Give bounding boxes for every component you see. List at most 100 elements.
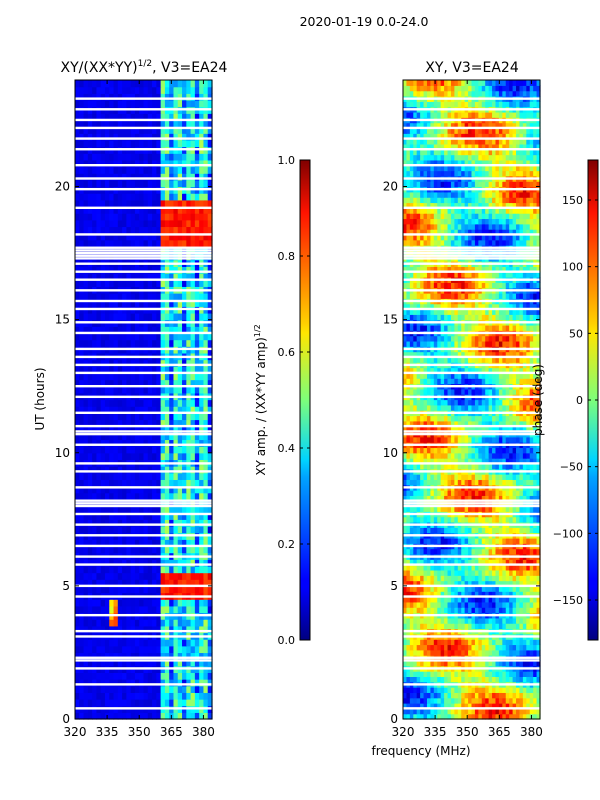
amp-cell: [152, 133, 157, 141]
phase-cell: [519, 617, 524, 624]
amp-cell: [92, 412, 98, 421]
amp-cell: [173, 379, 179, 387]
phase-cell: [512, 644, 517, 651]
amp-cell: [207, 512, 213, 520]
amp-cell: [100, 126, 106, 134]
amp-cell: [126, 512, 132, 520]
phase-cell: [403, 596, 408, 603]
amp-cell: [164, 179, 170, 188]
amp-cell: [207, 339, 213, 347]
phase-cell: [502, 527, 507, 534]
phase-cell: [516, 649, 521, 656]
phase-cell: [485, 516, 490, 523]
amp-cell: [164, 625, 170, 634]
phase-cell: [416, 596, 421, 603]
amp-cell: [117, 492, 123, 500]
phase-cell: [464, 708, 469, 715]
amp-cell: [199, 426, 205, 434]
phase-cell: [426, 644, 431, 651]
amp-cell: [87, 126, 93, 134]
amp-cell: [143, 639, 149, 647]
phase-cell: [457, 607, 462, 614]
amp-cell: [169, 525, 175, 534]
phase-cell: [488, 569, 493, 576]
amp-cell: [186, 379, 192, 387]
amp-cell: [143, 379, 149, 387]
phase-cell: [522, 591, 527, 598]
phase-cell: [522, 569, 527, 576]
amp-cell: [113, 525, 119, 534]
amp-cell: [152, 472, 157, 480]
amp-cell: [109, 179, 115, 188]
amp-cell: [147, 579, 153, 587]
amp-cell: [169, 585, 175, 594]
amp-cell: [104, 339, 110, 347]
amp-cell: [203, 539, 209, 547]
phase-cell: [502, 649, 507, 656]
amp-cell: [177, 372, 183, 381]
amp-cell: [207, 213, 213, 221]
amp-cell: [117, 579, 123, 587]
amp-cell: [113, 179, 119, 188]
amp-cell: [92, 419, 98, 427]
amp-cell: [126, 672, 132, 680]
amp-cell: [109, 439, 115, 447]
amp-cell: [139, 153, 145, 161]
amp-cell: [130, 399, 136, 407]
amp-cell: [122, 645, 127, 654]
phase-cell: [423, 564, 428, 571]
amp-cell: [182, 133, 187, 141]
amp-cell: [117, 293, 123, 301]
amp-cell: [83, 86, 89, 94]
phase-cell: [433, 479, 438, 486]
amp-cell: [160, 439, 166, 447]
amp-cell: [173, 113, 179, 121]
phase-cell: [464, 697, 469, 704]
amp-cell: [87, 432, 93, 441]
amp-cell: [152, 699, 157, 707]
amp-cell: [126, 279, 132, 287]
phase-cell: [492, 490, 497, 496]
phase-cell: [474, 676, 479, 683]
amp-cell: [92, 506, 98, 514]
phase-cell: [413, 671, 418, 677]
amp-cell: [87, 173, 93, 181]
amp-cell: [104, 206, 110, 214]
phase-cell: [444, 708, 449, 715]
amp-cell: [177, 679, 183, 687]
amp-cell: [186, 279, 192, 287]
phase-cell: [488, 639, 493, 646]
amp-cell: [104, 226, 110, 234]
amp-cell: [182, 659, 187, 667]
amp-cell: [109, 639, 115, 647]
phase-cell: [420, 564, 425, 571]
amp-cell: [134, 93, 140, 101]
amp-cell: [100, 159, 106, 168]
phase-cell: [413, 703, 418, 709]
phase-cell: [426, 623, 431, 630]
amp-cell: [117, 426, 123, 434]
amp-cell: [173, 293, 179, 301]
amp-cell: [182, 179, 187, 188]
amp-cell: [96, 80, 102, 88]
phase-cell: [505, 516, 510, 523]
amp-cell: [109, 126, 115, 134]
amp-cell: [117, 273, 123, 281]
amp-cell: [92, 166, 98, 174]
amp-cell: [186, 86, 192, 94]
amp-cell: [126, 119, 132, 128]
amp-cell: [122, 619, 127, 627]
amp-cell: [147, 605, 153, 614]
amp-cell: [199, 525, 205, 534]
phase-cell: [526, 639, 531, 646]
phase-cell: [485, 601, 490, 608]
phase-cell: [413, 548, 418, 555]
amp-cell: [199, 273, 205, 281]
amp-cell: [126, 559, 132, 567]
amp-cell: [173, 692, 179, 700]
phase-cell: [440, 548, 445, 555]
amp-cell: [126, 432, 132, 441]
phase-cell: [529, 649, 534, 656]
amp-cell: [139, 512, 145, 520]
amp-cell: [177, 226, 183, 234]
